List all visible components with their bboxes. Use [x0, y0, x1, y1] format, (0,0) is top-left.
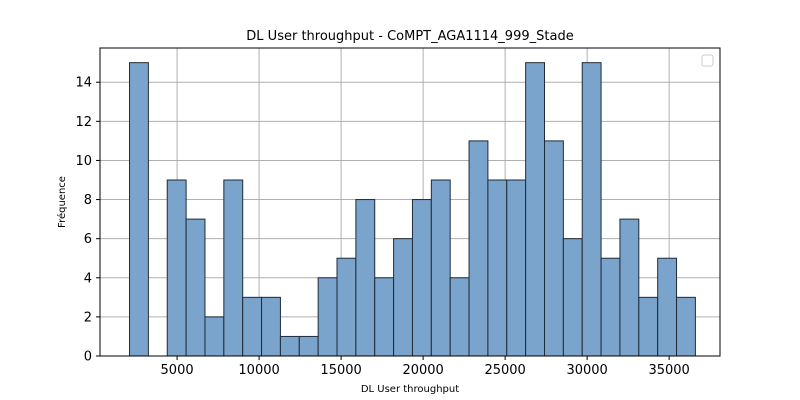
histogram-bar — [562, 238, 583, 357]
histogram-bar — [374, 277, 395, 357]
y-tick-label: 2 — [84, 310, 92, 325]
y-tick-label: 14 — [75, 76, 92, 91]
histogram-bar — [129, 62, 149, 357]
histogram-bar — [393, 238, 413, 357]
x-axis-ticks: 5000 10000 15000 20000 25000 30000 35000 — [161, 356, 690, 378]
y-tick-label: 12 — [75, 115, 92, 130]
histogram-bar — [355, 199, 376, 357]
x-tick-label: 25000 — [484, 363, 525, 378]
bars-group — [129, 62, 696, 357]
x-tick-label: 10000 — [238, 363, 279, 378]
chart-title: DL User throughput - CoMPT_AGA1114_999_S… — [246, 29, 573, 44]
x-tick-label: 30000 — [566, 363, 607, 378]
histogram-bar — [525, 62, 545, 357]
histogram-bar — [619, 218, 640, 357]
x-tick-label: 15000 — [320, 363, 361, 378]
histogram-bar — [638, 296, 659, 357]
histogram-bar — [468, 140, 489, 357]
histogram-bar — [336, 257, 357, 357]
histogram-bar — [581, 62, 602, 357]
y-axis-label: Fréquence — [56, 176, 68, 228]
histogram-bar — [543, 140, 564, 357]
histogram-bar — [298, 335, 319, 357]
histogram-bar — [449, 277, 470, 357]
y-tick-label: 4 — [84, 271, 92, 286]
x-axis-label: DL User throughput — [361, 384, 459, 395]
histogram-bar — [261, 296, 281, 357]
histogram-bar — [204, 316, 225, 357]
histogram-bar — [430, 179, 451, 357]
histogram-bar — [166, 179, 187, 357]
histogram-bar — [657, 257, 678, 357]
y-axis-ticks: 0 2 4 6 8 10 12 14 — [75, 76, 100, 365]
x-tick-label: 20000 — [402, 363, 443, 378]
histogram-bar — [185, 218, 206, 357]
histogram-bar — [487, 179, 508, 357]
y-tick-label: 6 — [84, 232, 92, 247]
histogram-bar — [279, 335, 300, 357]
plot-frame — [99, 47, 721, 357]
y-tick-label: 0 — [84, 350, 92, 365]
histogram-bar — [317, 277, 338, 357]
histogram-bar — [223, 179, 244, 357]
x-tick-label: 5000 — [161, 363, 194, 378]
histogram-bar — [411, 199, 432, 357]
legend-box — [701, 54, 714, 67]
x-tick-label: 35000 — [648, 363, 689, 378]
histogram-bar — [600, 257, 621, 357]
histogram-bar — [676, 296, 696, 357]
histogram-bar — [242, 296, 263, 357]
y-tick-label: 8 — [84, 193, 92, 208]
histogram-bar — [506, 179, 527, 357]
y-tick-label: 10 — [75, 154, 92, 169]
